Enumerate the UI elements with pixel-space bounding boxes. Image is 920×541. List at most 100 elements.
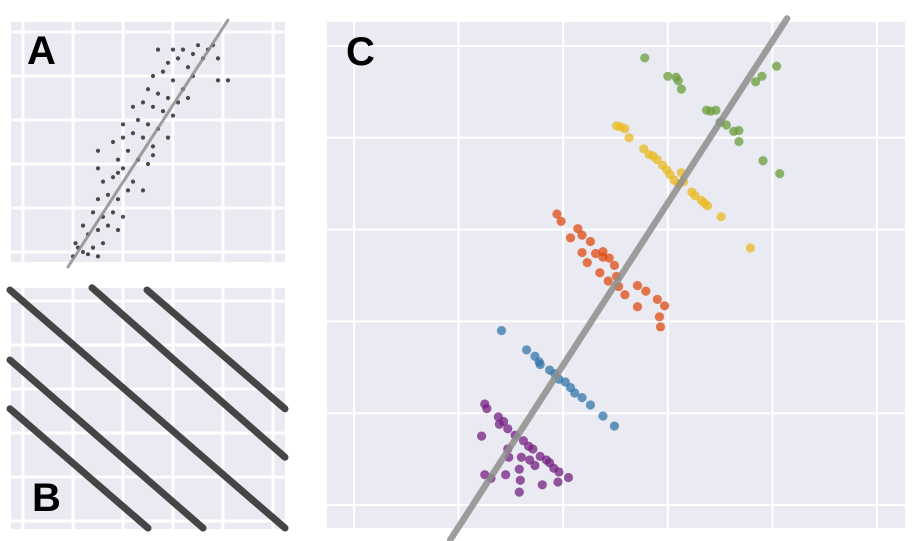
- scatter-point: [110, 210, 116, 215]
- scatter-point: [140, 188, 146, 193]
- scatter-point: [185, 65, 191, 70]
- scatter-point: [105, 223, 111, 228]
- scatter-point: [100, 179, 106, 184]
- scatter-point: [95, 227, 101, 233]
- scatter-point: [553, 477, 563, 487]
- scatter-point: [641, 286, 651, 296]
- scatter-point: [100, 241, 106, 246]
- scatter-point: [620, 290, 630, 300]
- scatter-point: [135, 117, 141, 123]
- scatter-point: [120, 135, 126, 140]
- scatter-point: [115, 170, 121, 175]
- panel-label-a: A: [27, 29, 56, 73]
- scatter-point: [85, 252, 91, 257]
- scatter-point: [155, 91, 161, 96]
- scatter-point: [105, 192, 111, 197]
- scatter-point: [175, 56, 181, 61]
- scatter-point: [145, 87, 151, 92]
- scatter-point: [170, 47, 176, 52]
- point-group: [552, 209, 670, 332]
- scatter-point: [110, 139, 116, 145]
- scatter-point: [115, 197, 121, 202]
- scatter-point: [734, 136, 744, 147]
- scatter-point: [170, 113, 176, 118]
- diagonal-line: [143, 286, 289, 413]
- scatter-point: [585, 236, 595, 247]
- scatter-point: [758, 156, 768, 166]
- scatter-point: [125, 148, 131, 153]
- scatter-point: [711, 105, 721, 115]
- panel-b: [6, 284, 289, 532]
- scatter-point: [145, 161, 151, 167]
- scatter-point: [660, 301, 670, 311]
- scatter-point: [516, 452, 526, 462]
- scatter-point: [140, 100, 146, 105]
- diagonal-line: [6, 356, 207, 532]
- scatter-point: [120, 214, 126, 219]
- scatter-point: [702, 201, 713, 211]
- scatter-point: [496, 325, 507, 336]
- panel-c: [327, 15, 905, 541]
- scatter-point: [477, 431, 487, 441]
- scatter-point: [195, 43, 201, 48]
- scatter-point: [482, 404, 492, 414]
- scatter-point: [591, 248, 601, 259]
- scatter-point: [150, 73, 156, 79]
- scatter-point: [624, 133, 634, 143]
- scatter-point: [180, 47, 186, 52]
- scatter-point: [620, 124, 630, 134]
- panel-a: [11, 18, 285, 269]
- scatter-point: [165, 95, 171, 101]
- scatter-point: [552, 209, 562, 219]
- scatter-point: [604, 253, 614, 263]
- scatter-point: [80, 223, 86, 228]
- scatter-point: [609, 260, 620, 271]
- scatter-point: [160, 109, 166, 114]
- scatter-point: [501, 470, 511, 480]
- scatter-point: [515, 475, 525, 485]
- scatter-point: [215, 56, 221, 61]
- diagonal-line: [6, 405, 152, 532]
- scatter-point: [676, 84, 686, 94]
- scatter-point: [556, 216, 566, 226]
- scatter-point: [577, 247, 587, 258]
- scatter-point: [150, 144, 156, 149]
- scatter-point: [73, 241, 78, 246]
- scatter-point: [577, 230, 587, 240]
- scatter-point: [190, 51, 196, 57]
- scatter-point: [673, 76, 683, 86]
- scatter-point: [751, 77, 761, 87]
- scatter-point: [595, 268, 605, 278]
- scatter-point: [655, 322, 666, 332]
- scatter-point: [215, 78, 221, 83]
- scatter-point: [535, 359, 545, 370]
- scatter-point: [632, 302, 643, 312]
- scatter-point: [514, 464, 524, 474]
- scatter-point: [95, 166, 101, 171]
- scatter-point: [120, 122, 126, 127]
- scatter-point: [125, 188, 131, 193]
- diagonal-line: [6, 286, 289, 532]
- scatter-point: [115, 157, 121, 162]
- scatter-point: [140, 135, 146, 140]
- scatter-point: [130, 131, 136, 136]
- scatter-point: [663, 71, 673, 81]
- scatter-point: [494, 419, 504, 429]
- scatter-point: [95, 254, 101, 259]
- scatter-point: [160, 69, 166, 74]
- scatter-point: [563, 472, 574, 483]
- scatter-point: [110, 175, 116, 180]
- scatter-point: [95, 197, 101, 202]
- scatter-point: [652, 294, 662, 304]
- scatter-point: [165, 135, 171, 140]
- trend-line: [446, 15, 791, 541]
- scatter-point: [609, 421, 620, 431]
- scatter-point: [598, 411, 608, 421]
- scatter-point: [775, 169, 785, 179]
- scatter-point: [80, 249, 86, 255]
- scatter-point: [225, 78, 231, 83]
- point-group: [640, 53, 785, 179]
- scatter-point: [150, 153, 156, 158]
- scatter-point: [570, 388, 580, 398]
- scatter-point: [145, 122, 151, 127]
